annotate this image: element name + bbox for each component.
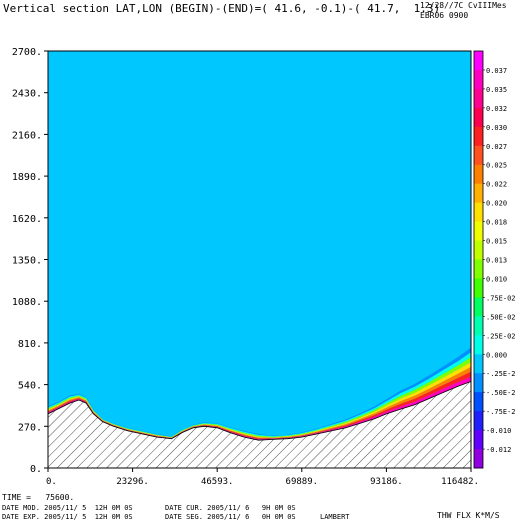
y-axis: 0. 270. 540. 810. 1080. 1350. 1620. 1890. 2160. 2… (12, 47, 48, 475)
colorbar-swatch (474, 164, 483, 185)
colorbar-label: 0.030 (486, 124, 507, 132)
colorbar-label: 0.022 (486, 181, 507, 189)
colorbar-label: 0.015 (486, 238, 507, 246)
colorbar-swatch (474, 240, 483, 260)
colorbar-swatch (474, 88, 483, 109)
footer-projection: LAMBERT (320, 513, 350, 521)
colorbar-label: .75E-02 (486, 294, 516, 302)
y-tick-label: 810. (18, 339, 42, 350)
colorbar-swatch (474, 354, 483, 374)
terrain-area (48, 381, 471, 468)
colorbar-swatch (474, 221, 483, 242)
colorbar-label: -0.010 (486, 427, 511, 435)
footer-date-exp: DATE EXP. 2005/11/ 5 12H 0M 0S (2, 513, 133, 521)
colorbar-swatch (474, 202, 483, 223)
colorbar-label: 0.037 (486, 67, 507, 75)
x-axis: 0. 23296. 46593. 69889. 93186. 116482. (46, 468, 479, 487)
colorbar-label: -0.012 (486, 446, 511, 454)
colorbar-label: -.75E-2 (486, 408, 516, 416)
colorbar-label: 0.018 (486, 219, 507, 227)
footer-time: TIME = 75600. (2, 493, 75, 502)
colorbar-label: 0.020 (486, 200, 507, 208)
footer-date-seg: DATE SEG. 2005/11/ 6 0H 0M 0S (165, 513, 296, 521)
colorbar-label: .25E-02 (486, 332, 516, 340)
colorbar-label: .50E-02 (486, 313, 516, 321)
x-tick-label: 93186. (370, 477, 403, 487)
colorbar-label: 0.027 (486, 143, 507, 151)
colorbar-swatch (474, 126, 483, 147)
footer-date-mod: DATE MOD. 2005/11/ 5 12H 0M 0S (2, 504, 133, 512)
footer-date-cur: DATE CUR. 2005/11/ 6 9H 0M 0S (165, 504, 296, 512)
y-tick-label: 1620. (12, 214, 42, 225)
colorbar-swatch (474, 297, 483, 317)
y-tick-label: 1890. (12, 172, 42, 183)
colorbar-label: 0.025 (486, 162, 507, 170)
colorbar-swatch (474, 449, 483, 469)
y-tick-label: 2700. (12, 47, 42, 58)
y-tick-label: 2430. (12, 89, 42, 100)
header-experiment: EBR06 0900 (420, 11, 469, 20)
colorbar-swatch (474, 373, 483, 393)
y-tick-label: 1350. (12, 256, 42, 267)
x-tick-label: 0. (46, 477, 57, 487)
header-program: CvIIIMes (468, 1, 507, 10)
colorbar-swatch (474, 145, 483, 166)
colorbar-swatch (474, 51, 483, 71)
colorbar-label: 0.035 (486, 86, 507, 94)
colorbar-label: 0.032 (486, 105, 507, 113)
y-tick-label: 2160. (12, 130, 42, 141)
y-tick-label: 540. (18, 381, 42, 392)
colorbar-swatch (474, 183, 483, 204)
y-tick-label: 0. (30, 464, 42, 475)
chart-title: Vertical section LAT,LON (BEGIN)-(END)=(… (3, 2, 441, 15)
y-tick-label: 270. (18, 422, 42, 433)
colorbar-swatch (474, 69, 483, 90)
colorbar-swatch (474, 278, 483, 298)
colorbar-label: 0.000 (486, 351, 507, 359)
colorbar-swatch (474, 335, 483, 355)
colorbar-swatch (474, 411, 483, 431)
footer-units: THW FLX K*M/S (437, 511, 500, 520)
colorbar-swatch (474, 259, 483, 279)
colorbar-label: -.25E-2 (486, 370, 516, 378)
x-tick-label: 69889. (286, 477, 319, 487)
colorbar-label: 0.010 (486, 275, 507, 283)
colorbar-swatch (474, 430, 483, 450)
colorbar-label: 0.013 (486, 257, 507, 265)
x-tick-label: 23296. (116, 477, 149, 487)
colorbar-swatch (474, 107, 483, 128)
header-date: 12/28//7C (420, 1, 464, 10)
colorbar-swatch (474, 392, 483, 412)
colorbar-swatch (474, 316, 483, 336)
colorbar: 0.037 0.035 0.032 0.030 0.027 0.025 0.022 0.020… (473, 50, 516, 469)
x-tick-label: 116482. (441, 477, 479, 487)
x-tick-label: 46593. (201, 477, 234, 487)
y-tick-label: 1080. (12, 297, 42, 308)
colorbar-label: -.50E-2 (486, 389, 516, 397)
